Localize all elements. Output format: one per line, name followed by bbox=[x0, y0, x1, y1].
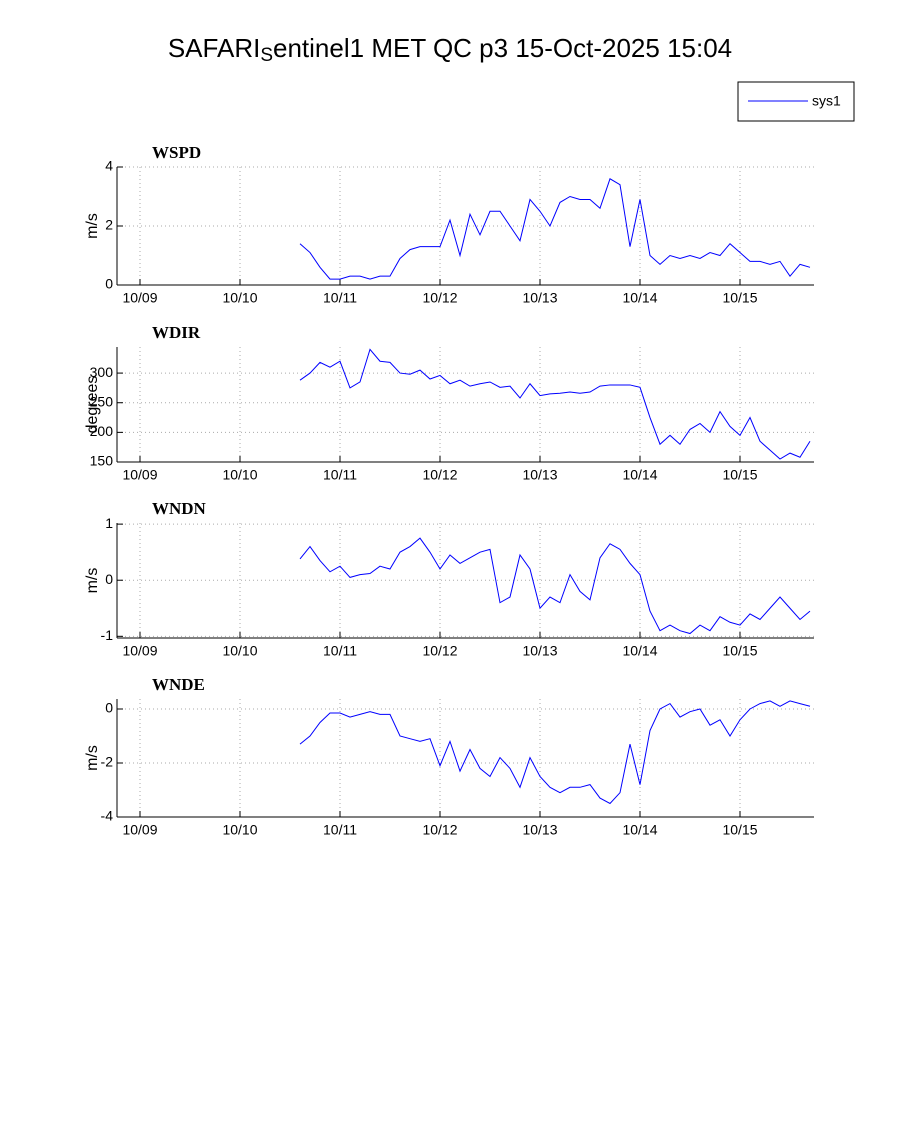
x-tick-label: 10/14 bbox=[622, 822, 657, 838]
x-tick-label: 10/13 bbox=[522, 822, 557, 838]
y-axis-label: degrees bbox=[84, 376, 101, 434]
y-axis-label: m/s bbox=[84, 213, 101, 239]
y-tick-label: 200 bbox=[90, 423, 114, 439]
x-tick-label: 10/09 bbox=[122, 467, 157, 483]
x-tick-label: 10/15 bbox=[722, 467, 757, 483]
title-part: SAFARI bbox=[168, 33, 260, 63]
x-tick-label: 10/13 bbox=[522, 290, 557, 306]
y-axis-label: m/s bbox=[84, 745, 101, 771]
x-tick-label: 10/14 bbox=[622, 643, 657, 659]
y-tick-label: 300 bbox=[90, 364, 114, 380]
x-tick-label: 10/10 bbox=[222, 290, 257, 306]
x-tick-label: 10/09 bbox=[122, 822, 157, 838]
x-tick-label: 10/10 bbox=[222, 822, 257, 838]
x-tick-label: 10/12 bbox=[422, 822, 457, 838]
x-tick-label: 10/13 bbox=[522, 467, 557, 483]
x-tick-label: 10/09 bbox=[122, 643, 157, 659]
y-tick-label: 4 bbox=[105, 158, 113, 174]
figure-title: SAFARISentinel1 MET QC p3 15-Oct-2025 15… bbox=[168, 33, 732, 66]
y-tick-label: 0 bbox=[105, 700, 113, 716]
x-tick-label: 10/11 bbox=[323, 467, 357, 483]
x-tick-label: 10/12 bbox=[422, 467, 457, 483]
subplot-title: WDIR bbox=[152, 323, 201, 342]
data-line bbox=[299, 178, 811, 280]
data-line bbox=[299, 348, 811, 460]
x-tick-label: 10/15 bbox=[722, 643, 757, 659]
y-tick-label: -2 bbox=[101, 754, 114, 770]
title-subscript: S bbox=[260, 45, 273, 66]
legend-label: sys1 bbox=[812, 93, 841, 109]
x-tick-label: 10/13 bbox=[522, 643, 557, 659]
y-tick-label: 2 bbox=[105, 217, 113, 233]
y-tick-label: 250 bbox=[90, 393, 114, 409]
subplot-title: WNDN bbox=[152, 499, 207, 518]
x-tick-label: 10/10 bbox=[222, 467, 257, 483]
y-tick-label: 0 bbox=[105, 276, 113, 292]
x-tick-label: 10/15 bbox=[722, 822, 757, 838]
x-tick-label: 10/11 bbox=[323, 643, 357, 659]
data-line bbox=[299, 700, 811, 805]
subplot-title: WNDE bbox=[152, 675, 205, 694]
x-tick-label: 10/11 bbox=[323, 822, 357, 838]
x-tick-label: 10/10 bbox=[222, 643, 257, 659]
x-tick-label: 10/14 bbox=[622, 467, 657, 483]
subplot-title: WSPD bbox=[152, 143, 201, 162]
y-axis-label: m/s bbox=[84, 568, 101, 594]
y-tick-label: 150 bbox=[90, 453, 114, 469]
x-tick-label: 10/12 bbox=[422, 643, 457, 659]
x-tick-label: 10/09 bbox=[122, 290, 157, 306]
y-tick-label: -1 bbox=[101, 627, 114, 643]
y-tick-label: 1 bbox=[105, 515, 113, 531]
y-tick-label: 0 bbox=[105, 571, 113, 587]
title-part: entinel1 MET QC p3 15-Oct-2025 15:04 bbox=[273, 33, 732, 63]
data-line bbox=[299, 537, 811, 635]
x-tick-label: 10/11 bbox=[323, 290, 357, 306]
x-tick-label: 10/15 bbox=[722, 290, 757, 306]
x-tick-label: 10/12 bbox=[422, 290, 457, 306]
y-tick-label: -4 bbox=[101, 808, 114, 824]
x-tick-label: 10/14 bbox=[622, 290, 657, 306]
